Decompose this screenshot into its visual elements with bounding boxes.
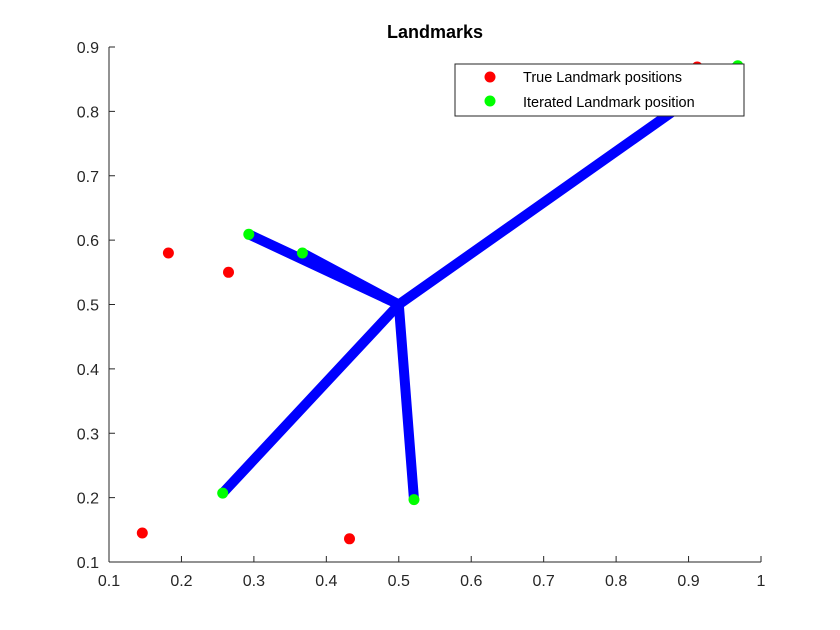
- x-tick-label: 0.9: [677, 573, 699, 590]
- trajectory-line-3: [217, 299, 404, 499]
- x-tick-label: 0.7: [533, 573, 555, 590]
- x-tick-label: 0.5: [388, 573, 410, 590]
- x-tick-label: 0.6: [460, 573, 482, 590]
- legend-marker-true-landmark: [484, 71, 496, 83]
- y-tick-label: 0.3: [77, 426, 99, 443]
- iterated-landmark-point-4: [408, 494, 420, 506]
- y-tick-label: 0.5: [77, 298, 99, 315]
- x-tick-label: 0.4: [315, 573, 337, 590]
- y-tick-label: 0.1: [77, 555, 99, 572]
- y-tick-label: 0.6: [77, 233, 99, 250]
- iterated-landmark-point-3: [217, 487, 229, 499]
- x-tick-label: 0.8: [605, 573, 627, 590]
- trajectory-line-2: [297, 248, 404, 310]
- x-tick-label: 0.2: [170, 573, 192, 590]
- true-landmark-point-1: [162, 247, 174, 259]
- iterated-landmark-point-1: [243, 228, 255, 240]
- legend-label-iterated-landmark: Iterated Landmark position: [523, 95, 695, 111]
- y-tick-label: 0.9: [77, 40, 99, 57]
- x-tick-label: 0.3: [243, 573, 265, 590]
- x-tick-label: 1: [757, 573, 766, 590]
- legend: True Landmark positions Iterated Landmar…: [454, 63, 745, 117]
- y-tick-label: 0.4: [77, 362, 99, 379]
- true-landmark-point-2: [223, 266, 234, 278]
- true-landmark-point-4: [344, 533, 355, 545]
- true-landmark-point-3: [136, 527, 148, 539]
- iterated-landmark-point-2: [296, 247, 308, 259]
- chart-title: Landmarks: [387, 22, 483, 42]
- axes: 0.1 0.2 0.3 0.4 0.5 0.6 0.7 0.8 0.9 1 0.1 0.2 0.3 0.4…: [77, 40, 766, 590]
- y-tick-label: 0.2: [77, 491, 99, 508]
- y-tick-label: 0.7: [77, 169, 99, 186]
- y-tick-label: 0.8: [77, 104, 99, 121]
- x-tick-label: 0.1: [98, 573, 120, 590]
- legend-label-true-landmark: True Landmark positions: [523, 70, 682, 86]
- plot-area: [109, 47, 761, 562]
- trajectory-line-4: [393, 299, 419, 505]
- legend-marker-iterated-landmark: [484, 95, 496, 107]
- legend-box: [454, 63, 745, 117]
